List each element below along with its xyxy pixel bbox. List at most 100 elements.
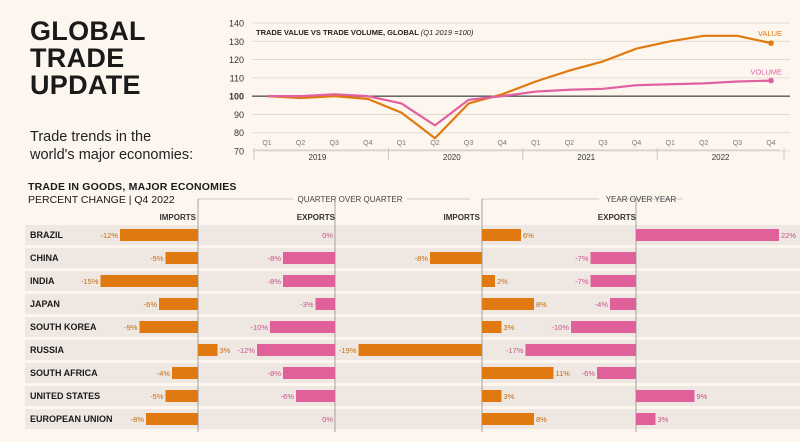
bar	[590, 275, 636, 287]
column-label: EXPORTS	[598, 213, 637, 222]
data-label: 22%	[781, 231, 796, 240]
data-label: -7%	[575, 277, 589, 286]
bar	[198, 344, 218, 356]
data-label: -5%	[150, 254, 164, 263]
country-label: EUROPEAN UNION	[30, 414, 113, 424]
x-tick-label: Q1	[666, 140, 675, 147]
bar	[159, 298, 198, 310]
series-end-point	[768, 77, 774, 84]
x-tick-label: Q4	[498, 140, 507, 147]
group-header-label: QUARTER OVER QUARTER	[297, 195, 402, 204]
bar	[482, 367, 554, 379]
data-label: -10%	[250, 323, 268, 332]
data-label: -4%	[157, 369, 171, 378]
data-label: 3%	[504, 392, 515, 401]
bar	[283, 252, 335, 264]
row-band	[25, 248, 800, 268]
data-label: -6%	[582, 369, 596, 378]
x-tick-label: Q4	[766, 140, 775, 147]
data-label: -9%	[124, 323, 138, 332]
data-label: 3%	[658, 415, 669, 424]
bar	[165, 390, 198, 402]
data-label: -6%	[281, 392, 295, 401]
subtitle-line: Trade trends in the	[30, 129, 152, 145]
data-label: 3%	[220, 346, 231, 355]
country-label: SOUTH KOREA	[30, 322, 97, 332]
x-tick-label: Q2	[699, 140, 708, 147]
bar	[146, 413, 198, 425]
y-tick-label: 70	[234, 147, 244, 157]
x-tick-label: Q3	[598, 140, 607, 147]
series-label: VOLUME	[750, 68, 782, 77]
data-label: -3%	[300, 300, 314, 309]
year-label: 2021	[577, 153, 595, 162]
data-label: -4%	[595, 300, 609, 309]
bar	[283, 275, 335, 287]
data-label: -8%	[415, 254, 429, 263]
row-band	[25, 225, 800, 245]
data-label: -8%	[268, 254, 282, 263]
bar	[597, 367, 636, 379]
data-label: 8%	[536, 300, 547, 309]
data-label: -17%	[506, 346, 524, 355]
x-tick-label: Q3	[330, 140, 339, 147]
data-label: -8%	[268, 277, 282, 286]
country-label: UNITED STATES	[30, 391, 100, 401]
bar	[482, 298, 534, 310]
bar	[636, 390, 695, 402]
y-tick-label: 90	[234, 110, 244, 120]
series-label: VALUE	[758, 29, 782, 38]
bar	[636, 229, 779, 241]
bar	[283, 367, 335, 379]
bar-chart-title: TRADE IN GOODS, MAJOR ECONOMIES	[28, 181, 237, 193]
x-tick-label: Q4	[363, 140, 372, 147]
data-label: -7%	[575, 254, 589, 263]
bar	[296, 390, 335, 402]
bar	[172, 367, 198, 379]
column-label: EXPORTS	[297, 213, 336, 222]
data-label: 8%	[536, 415, 547, 424]
year-label: 2019	[309, 153, 327, 162]
bar	[482, 275, 495, 287]
data-label: 0%	[322, 415, 333, 424]
row-band	[25, 386, 800, 406]
row-band	[25, 363, 800, 383]
country-label: RUSSIA	[30, 345, 65, 355]
data-label: -15%	[81, 277, 99, 286]
x-tick-label: Q3	[733, 140, 742, 147]
bar	[636, 413, 656, 425]
bar	[571, 321, 636, 333]
data-label: -12%	[100, 231, 118, 240]
y-tick-label: 140	[229, 19, 244, 29]
data-label: -8%	[131, 415, 145, 424]
title-line: GLOBAL	[30, 16, 146, 46]
bar	[100, 275, 198, 287]
data-label: -5%	[150, 392, 164, 401]
x-tick-label: Q2	[430, 140, 439, 147]
bar	[358, 344, 482, 356]
bar	[590, 252, 636, 264]
country-label: SOUTH AFRICA	[30, 368, 98, 378]
y-tick-label: 120	[229, 55, 244, 65]
bar	[270, 321, 335, 333]
x-tick-label: Q1	[531, 140, 540, 147]
page-subtitle: Trade trends in the world's major econom…	[30, 128, 193, 164]
x-tick-label: Q2	[565, 140, 574, 147]
data-label: 0%	[322, 231, 333, 240]
bar	[165, 252, 198, 264]
data-label: 6%	[523, 231, 534, 240]
bar	[482, 390, 502, 402]
x-tick-label: Q4	[632, 140, 641, 147]
bar	[525, 344, 636, 356]
data-label: 3%	[504, 323, 515, 332]
bar	[482, 413, 534, 425]
country-label: JAPAN	[30, 299, 60, 309]
year-label: 2020	[443, 153, 461, 162]
row-band	[25, 409, 800, 429]
line-chart-title: TRADE VALUE VS TRADE VOLUME, GLOBAL (Q1 …	[256, 28, 474, 37]
data-label: 11%	[556, 369, 571, 378]
y-tick-label: 110	[230, 73, 244, 83]
x-tick-label: Q1	[397, 140, 406, 147]
title-line: TRADE	[30, 43, 125, 73]
y-tick-label: 100	[229, 92, 244, 102]
